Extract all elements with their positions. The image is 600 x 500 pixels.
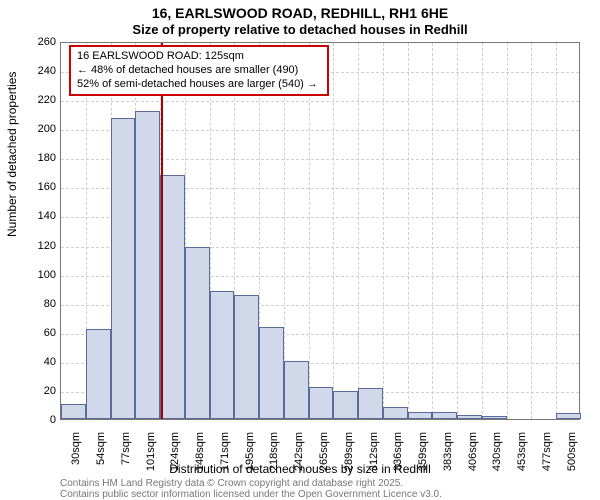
gridline-v [482, 43, 483, 419]
histogram-bar [383, 407, 408, 419]
gridline-v [408, 43, 409, 419]
histogram-bar [259, 327, 284, 419]
histogram-bar [408, 412, 433, 419]
histogram-bar [284, 361, 309, 419]
plot-area [60, 42, 580, 420]
y-tick-label: 220 [16, 94, 56, 106]
histogram-bar [333, 391, 358, 419]
histogram-bar [185, 247, 210, 419]
y-tick-label: 20 [16, 385, 56, 397]
gridline-h [61, 101, 579, 102]
histogram-bar [160, 175, 185, 419]
histogram-bar [358, 388, 383, 419]
y-tick-label: 120 [16, 240, 56, 252]
histogram-bar [86, 329, 111, 419]
gridline-v [383, 43, 384, 419]
y-tick-label: 260 [16, 36, 56, 48]
histogram-bar [111, 118, 136, 419]
y-tick-label: 140 [16, 210, 56, 222]
y-tick-label: 0 [16, 414, 56, 426]
property-size-marker [161, 43, 163, 419]
histogram-bar [61, 404, 86, 419]
y-tick-label: 60 [16, 327, 56, 339]
chart-title-sub: Size of property relative to detached ho… [0, 22, 600, 37]
y-tick-label: 80 [16, 298, 56, 310]
gridline-v [358, 43, 359, 419]
annotation-line: 16 EARLSWOOD ROAD: 125sqm [77, 50, 321, 64]
y-tick-label: 160 [16, 181, 56, 193]
gridline-v [556, 43, 557, 419]
gridline-v [531, 43, 532, 419]
attribution-line: Contains public sector information licen… [60, 489, 442, 500]
y-tick-label: 100 [16, 269, 56, 281]
histogram-bar [457, 415, 482, 419]
y-tick-label: 240 [16, 65, 56, 77]
annotation-box: 16 EARLSWOOD ROAD: 125sqm← 48% of detach… [69, 45, 329, 96]
x-axis-label: Distribution of detached houses by size … [0, 462, 600, 476]
gridline-v [507, 43, 508, 419]
y-tick-label: 200 [16, 123, 56, 135]
histogram-bar [135, 111, 160, 419]
y-tick-label: 40 [16, 356, 56, 368]
histogram-bar [210, 291, 235, 419]
histogram-bar [432, 412, 457, 419]
gridline-v [457, 43, 458, 419]
annotation-line: 52% of semi-detached houses are larger (… [77, 78, 321, 92]
chart-title-main: 16, EARLSWOOD ROAD, REDHILL, RH1 6HE [0, 5, 600, 21]
histogram-bar [482, 416, 507, 419]
gridline-v [333, 43, 334, 419]
attribution-text: Contains HM Land Registry data © Crown c… [60, 478, 442, 500]
attribution-line: Contains HM Land Registry data © Crown c… [60, 478, 442, 489]
annotation-line: ← 48% of detached houses are smaller (49… [77, 64, 321, 78]
chart-container: 16, EARLSWOOD ROAD, REDHILL, RH1 6HE Siz… [0, 0, 600, 500]
gridline-v [432, 43, 433, 419]
histogram-bar [234, 295, 259, 419]
histogram-bar [556, 413, 581, 419]
y-tick-label: 180 [16, 152, 56, 164]
gridline-v [309, 43, 310, 419]
histogram-bar [309, 387, 334, 419]
